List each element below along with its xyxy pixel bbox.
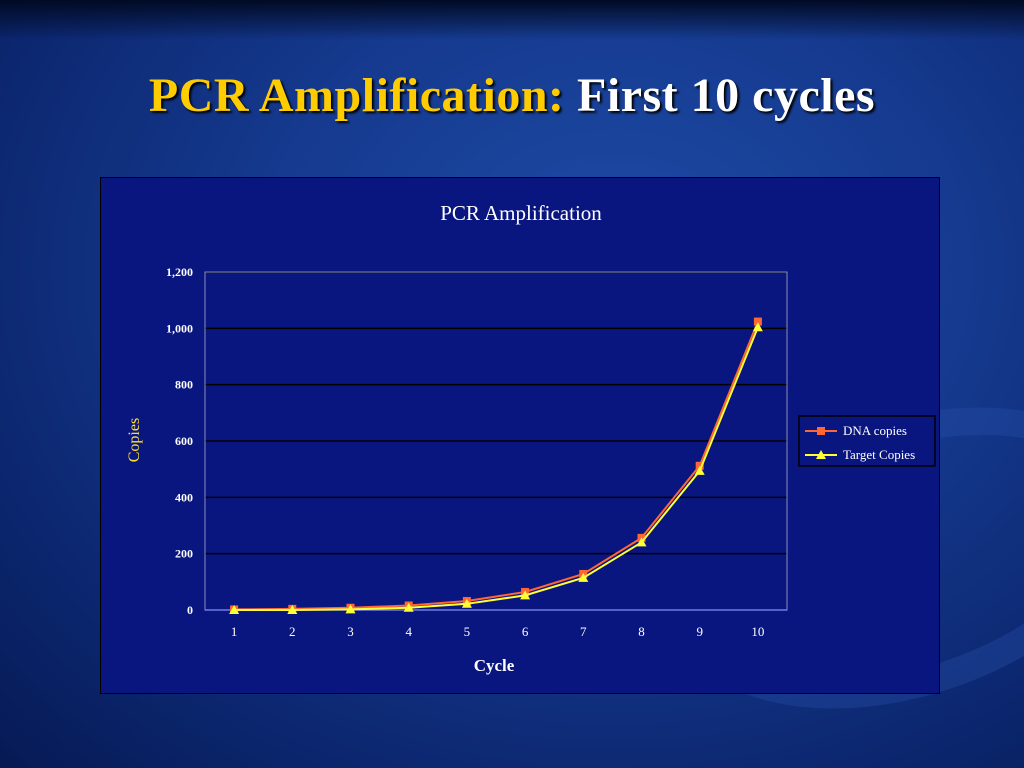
data-point-target — [694, 465, 705, 475]
y-tick-label: 600 — [175, 434, 193, 448]
y-tick-label: 1,000 — [166, 321, 193, 335]
x-tick-label: 1 — [231, 624, 238, 639]
data-point-target — [403, 602, 414, 612]
grid-lines — [205, 271, 787, 611]
x-tick-label: 10 — [751, 624, 764, 639]
x-tick-label: 6 — [522, 624, 529, 639]
top-band — [0, 0, 1024, 40]
y-axis-ticks: 0 200 400 600 800 1,000 1,200 — [166, 265, 193, 617]
data-point-target — [229, 605, 240, 614]
x-tick-label: 7 — [580, 624, 587, 639]
x-tick-label: 9 — [696, 624, 703, 639]
pcr-chart: PCR Amplification 0 200 400 600 800 1,000 1,20… — [126, 201, 936, 675]
data-point-target — [636, 537, 647, 547]
x-tick-label: 8 — [638, 624, 645, 639]
y-axis-label: Copies — [126, 418, 143, 462]
chart-frame: PCR Amplification 0 200 400 600 800 1,000 1,20… — [100, 177, 940, 694]
plot-area — [204, 271, 788, 611]
x-tick-label: 3 — [347, 624, 354, 639]
x-axis-label: Cycle — [474, 656, 515, 675]
data-point-target — [287, 605, 298, 614]
data-point-target — [345, 604, 356, 614]
data-point-dna — [753, 317, 762, 326]
y-tick-label: 1,200 — [166, 265, 193, 279]
data-point-target — [461, 598, 472, 608]
x-tick-label: 5 — [464, 624, 471, 639]
series-line-target — [234, 326, 759, 611]
x-tick-label: 4 — [405, 624, 412, 639]
legend-marker-square — [817, 427, 825, 435]
legend-label: DNA copies — [843, 423, 907, 438]
slide-title-main: PCR Amplification: — [148, 69, 565, 122]
data-point-target — [578, 572, 589, 582]
data-point-target — [520, 590, 531, 600]
slide-title-sub: First 10 cycles — [577, 69, 876, 122]
y-tick-label: 0 — [187, 603, 193, 617]
x-axis-ticks: 1 2 3 4 5 6 7 8 9 10 — [231, 624, 765, 639]
series-group — [229, 317, 763, 614]
data-point-target — [752, 322, 763, 332]
slide-title: PCR Amplification: First 10 cycles — [0, 68, 1024, 123]
y-tick-label: 200 — [175, 547, 193, 561]
y-tick-label: 400 — [175, 490, 193, 504]
legend: DNA copies Target Copies — [798, 415, 936, 467]
data-point-dna — [695, 461, 704, 470]
chart-title: PCR Amplification — [440, 201, 602, 225]
legend-label: Target Copies — [843, 447, 915, 462]
y-tick-label: 800 — [175, 378, 193, 392]
series-line-dna — [234, 321, 759, 611]
legend-marker-triangle — [816, 450, 826, 459]
x-tick-label: 2 — [289, 624, 296, 639]
